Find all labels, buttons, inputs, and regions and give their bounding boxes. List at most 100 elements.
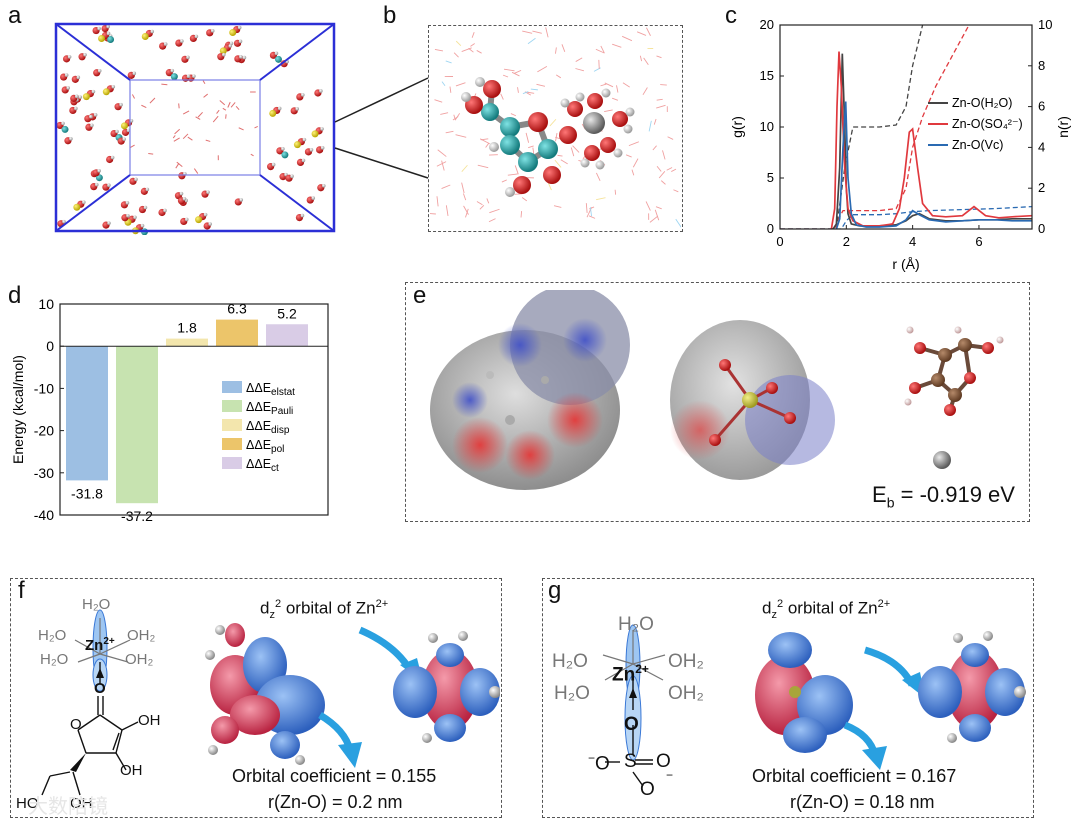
y-tick-label: -40 (34, 507, 54, 523)
sulfate-esp-surface (670, 320, 835, 480)
y-right-tick-label: 0 (1038, 221, 1045, 236)
g-o-double: O (656, 751, 671, 772)
bar-value-label: -37.2 (121, 508, 153, 524)
panel-f-structure (41, 609, 139, 796)
panel-label-a: a (8, 2, 22, 29)
y-left-tick-label: 10 (760, 119, 774, 134)
g-bridge-o: O (624, 714, 639, 735)
y-right-tick-label: 2 (1038, 180, 1045, 195)
legend-entry: ΔΔEdisp (246, 419, 290, 436)
y-right-tick-label: 6 (1038, 99, 1045, 114)
y-left-axis-label: g(r) (729, 116, 745, 138)
g-coefficient: Orbital coefficient = 0.167 (752, 766, 957, 786)
rdf-line-2 (835, 101, 1032, 229)
panel-b-solvation-structure (430, 27, 681, 228)
rdf-legend: Zn-O(H₂O) Zn-O(SO₄²⁻) Zn-O(Vc) (928, 96, 1023, 152)
legend-swatch (222, 419, 242, 431)
x-axis-label: r (Å) (892, 256, 919, 272)
rdf-chart: 0 2 4 6 0 5 10 15 20 0 2 4 6 8 10 r (Å) g(r) n(r) Zn-O(H₂… (729, 17, 1071, 272)
panel-g-orbitals (755, 631, 1026, 770)
y-tick-label: -20 (34, 423, 54, 439)
panel-g-structure (602, 624, 666, 787)
sulfate-homo-orbital (755, 632, 853, 753)
vc-zn-ball-stick (904, 326, 1004, 469)
panel-e-esp-surfaces (430, 290, 1004, 490)
panel-f-orbitals (205, 623, 500, 768)
x-tick-label: 4 (909, 234, 916, 249)
f-oh-right: OH (138, 712, 161, 729)
legend-swatch (222, 381, 242, 393)
y-right-tick-label: 8 (1038, 58, 1045, 73)
f-ho-left: HO (16, 795, 39, 812)
legend-entry: Zn-O(SO₄²⁻) (952, 117, 1023, 131)
f-left-water-1: H₂O (38, 627, 67, 644)
f-distance: r(Zn-O) = 0.2 nm (268, 792, 403, 812)
ascorbic-acid-zn-cluster (461, 77, 635, 197)
g-o-minus-right: − (666, 768, 674, 782)
f-left-water-2: H₂O (40, 651, 69, 668)
zn-sulfate-orbital (918, 631, 1026, 743)
y-tick-label: 10 (38, 296, 54, 312)
legend-swatch (222, 438, 242, 450)
g-right-water-2: OH₂ (668, 683, 704, 704)
x-tick-label: 6 (975, 234, 982, 249)
x-tick-label: 0 (776, 234, 783, 249)
panel-label-g: g (548, 577, 562, 604)
f-ring-o: O (70, 716, 82, 733)
eda-bar (216, 319, 258, 347)
f-carbonyl-o: O (94, 680, 106, 697)
bar-value-label: -31.8 (71, 485, 103, 501)
y-axis-label: Energy (kcal/mol) (10, 355, 26, 464)
f-right-water-1: OH₂ (127, 627, 156, 644)
rdf-line-1 (830, 51, 1032, 229)
y-left-tick-label: 20 (760, 17, 774, 32)
coordination-line-0 (780, 25, 924, 229)
g-top-water: H₂O (618, 614, 654, 635)
legend-entry: ΔΔEPauli (246, 400, 293, 417)
panel-e-box (405, 282, 1030, 522)
eda-bar (66, 346, 108, 481)
legend-swatch (222, 400, 242, 412)
vc-esp-surface (430, 290, 630, 490)
y-tick-label: 0 (46, 338, 54, 354)
f-orbital-title: dz2 orbital of Zn2+ (260, 598, 389, 622)
y-left-tick-label: 15 (760, 68, 774, 83)
eda-bar-chart: -31.8 -37.2 1.8 6.3 5.2 10 0 -10 -20 -30 -40 Energ… (10, 296, 329, 524)
eda-bar (166, 338, 208, 347)
binding-energy-label: Eb = -0.919 eV (872, 482, 1015, 511)
bar-value-label: 6.3 (227, 301, 247, 317)
panel-f-box (10, 578, 502, 818)
panel-label-d: d (8, 282, 22, 309)
legend-entry: Zn-O(Vc) (952, 138, 1003, 152)
f-zn-label: Zn2+ (85, 636, 115, 654)
coordination-line-1 (780, 25, 970, 229)
g-o-minus-left: −O (588, 751, 610, 775)
g-orbital-title: dz2 orbital of Zn2+ (762, 598, 891, 622)
bar-value-label: 1.8 (177, 320, 197, 336)
vc-homo-orbital (205, 623, 325, 765)
g-o-minus-bottom: O (640, 779, 655, 800)
g-sulfur: S (624, 751, 637, 772)
f-coefficient: Orbital coefficient = 0.155 (232, 766, 437, 786)
g-zn-label: Zn2+ (612, 662, 649, 686)
eda-bar (116, 346, 158, 504)
g-distance: r(Zn-O) = 0.18 nm (790, 792, 935, 812)
panel-g-box (542, 578, 1034, 818)
legend-entry: Zn-O(H₂O) (952, 96, 1012, 110)
g-right-water-1: OH₂ (668, 651, 704, 672)
legend-entry: ΔΔEpol (246, 438, 284, 455)
legend-entry: ΔΔEct (246, 457, 279, 474)
eda-legend: ΔΔEelstat ΔΔEPauli ΔΔEdisp ΔΔEpol ΔΔEct (222, 381, 295, 474)
y-right-axis-label: n(r) (1055, 116, 1071, 138)
zoom-connector (334, 77, 429, 179)
f-oh-bottom: OH (120, 762, 143, 779)
coordination-line-2 (780, 205, 1032, 229)
panel-b-zoom-box (428, 25, 683, 232)
f-right-water-2: OH₂ (125, 651, 154, 668)
f-top-water: H₂O (82, 596, 111, 613)
y-tick-label: -10 (34, 380, 54, 396)
g-left-water-1: H₂O (552, 651, 588, 672)
panel-label-f: f (18, 577, 25, 604)
y-left-tick-label: 0 (767, 221, 774, 236)
legend-swatch (222, 457, 242, 469)
